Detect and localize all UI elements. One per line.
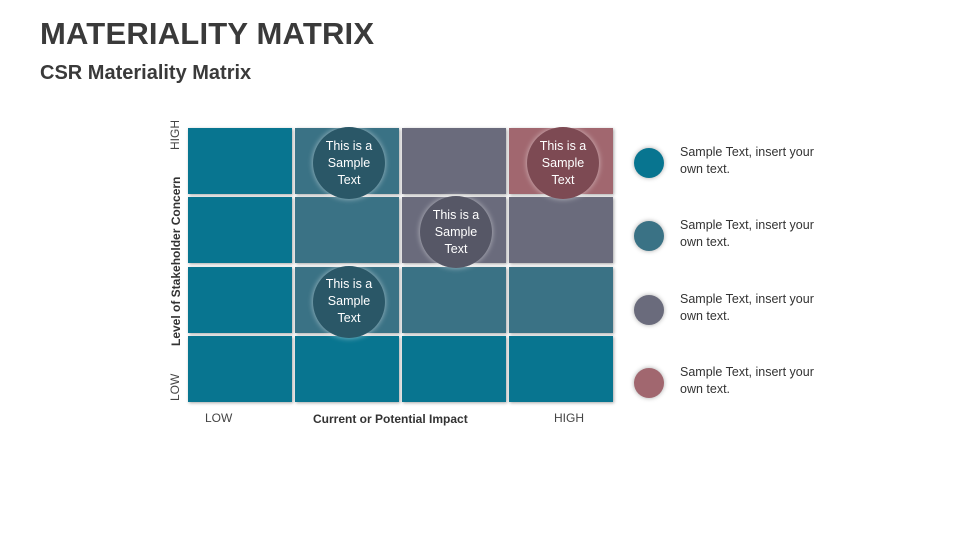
matrix-cell (509, 197, 613, 264)
page-subtitle: CSR Materiality Matrix (40, 62, 252, 84)
x-axis-high-label: HIGH (554, 411, 584, 425)
x-axis-title: Current or Potential Impact (313, 412, 468, 426)
legend-text: Sample Text, insert your own text. (680, 365, 814, 396)
y-axis-high-label: HIGH (168, 120, 182, 150)
matrix-cell (295, 335, 399, 402)
bubble-text: This is a Sample Text (539, 138, 587, 187)
legend-swatch (634, 221, 664, 251)
matrix-cell (402, 128, 506, 194)
legend-text: Sample Text, insert your own text. (680, 292, 814, 323)
matrix-cell (295, 197, 399, 264)
legend-item: Sample Text, insert your own text. (632, 217, 932, 257)
matrix-cell (509, 335, 613, 402)
legend-item: Sample Text, insert your own text. (632, 144, 932, 184)
matrix-bubble: This is a Sample Text (527, 127, 599, 199)
matrix-cell (188, 197, 292, 264)
matrix-cell (188, 266, 292, 333)
materiality-matrix: This is a Sample Text This is a Sample Te… (188, 127, 614, 405)
bubble-text: This is a Sample Text (432, 207, 480, 256)
legend-item: Sample Text, insert your own text. (632, 364, 932, 404)
page-title: MATERIALITY MATRIX (40, 16, 375, 51)
legend-text: Sample Text, insert your own text. (680, 145, 814, 176)
matrix-cell (402, 266, 506, 333)
legend-swatch (634, 295, 664, 325)
matrix-bubble: This is a Sample Text (313, 265, 385, 338)
matrix-bubble: This is a Sample Text (313, 127, 385, 199)
y-axis-low-label: LOW (168, 373, 182, 401)
matrix-cell (188, 335, 292, 402)
matrix-cell (509, 266, 613, 333)
matrix-bubble: This is a Sample Text (420, 196, 492, 269)
y-axis-title: Level of Stakeholder Concern (169, 176, 183, 346)
legend-text: Sample Text, insert your own text. (680, 218, 814, 249)
bubble-text: This is a Sample Text (325, 138, 373, 187)
bubble-text: This is a Sample Text (325, 277, 373, 326)
legend-swatch (634, 368, 664, 398)
legend-item: Sample Text, insert your own text. (632, 291, 932, 331)
matrix-cell (402, 335, 506, 402)
matrix-cell (188, 128, 292, 194)
x-axis-low-label: LOW (205, 411, 233, 425)
legend-swatch (634, 148, 664, 178)
